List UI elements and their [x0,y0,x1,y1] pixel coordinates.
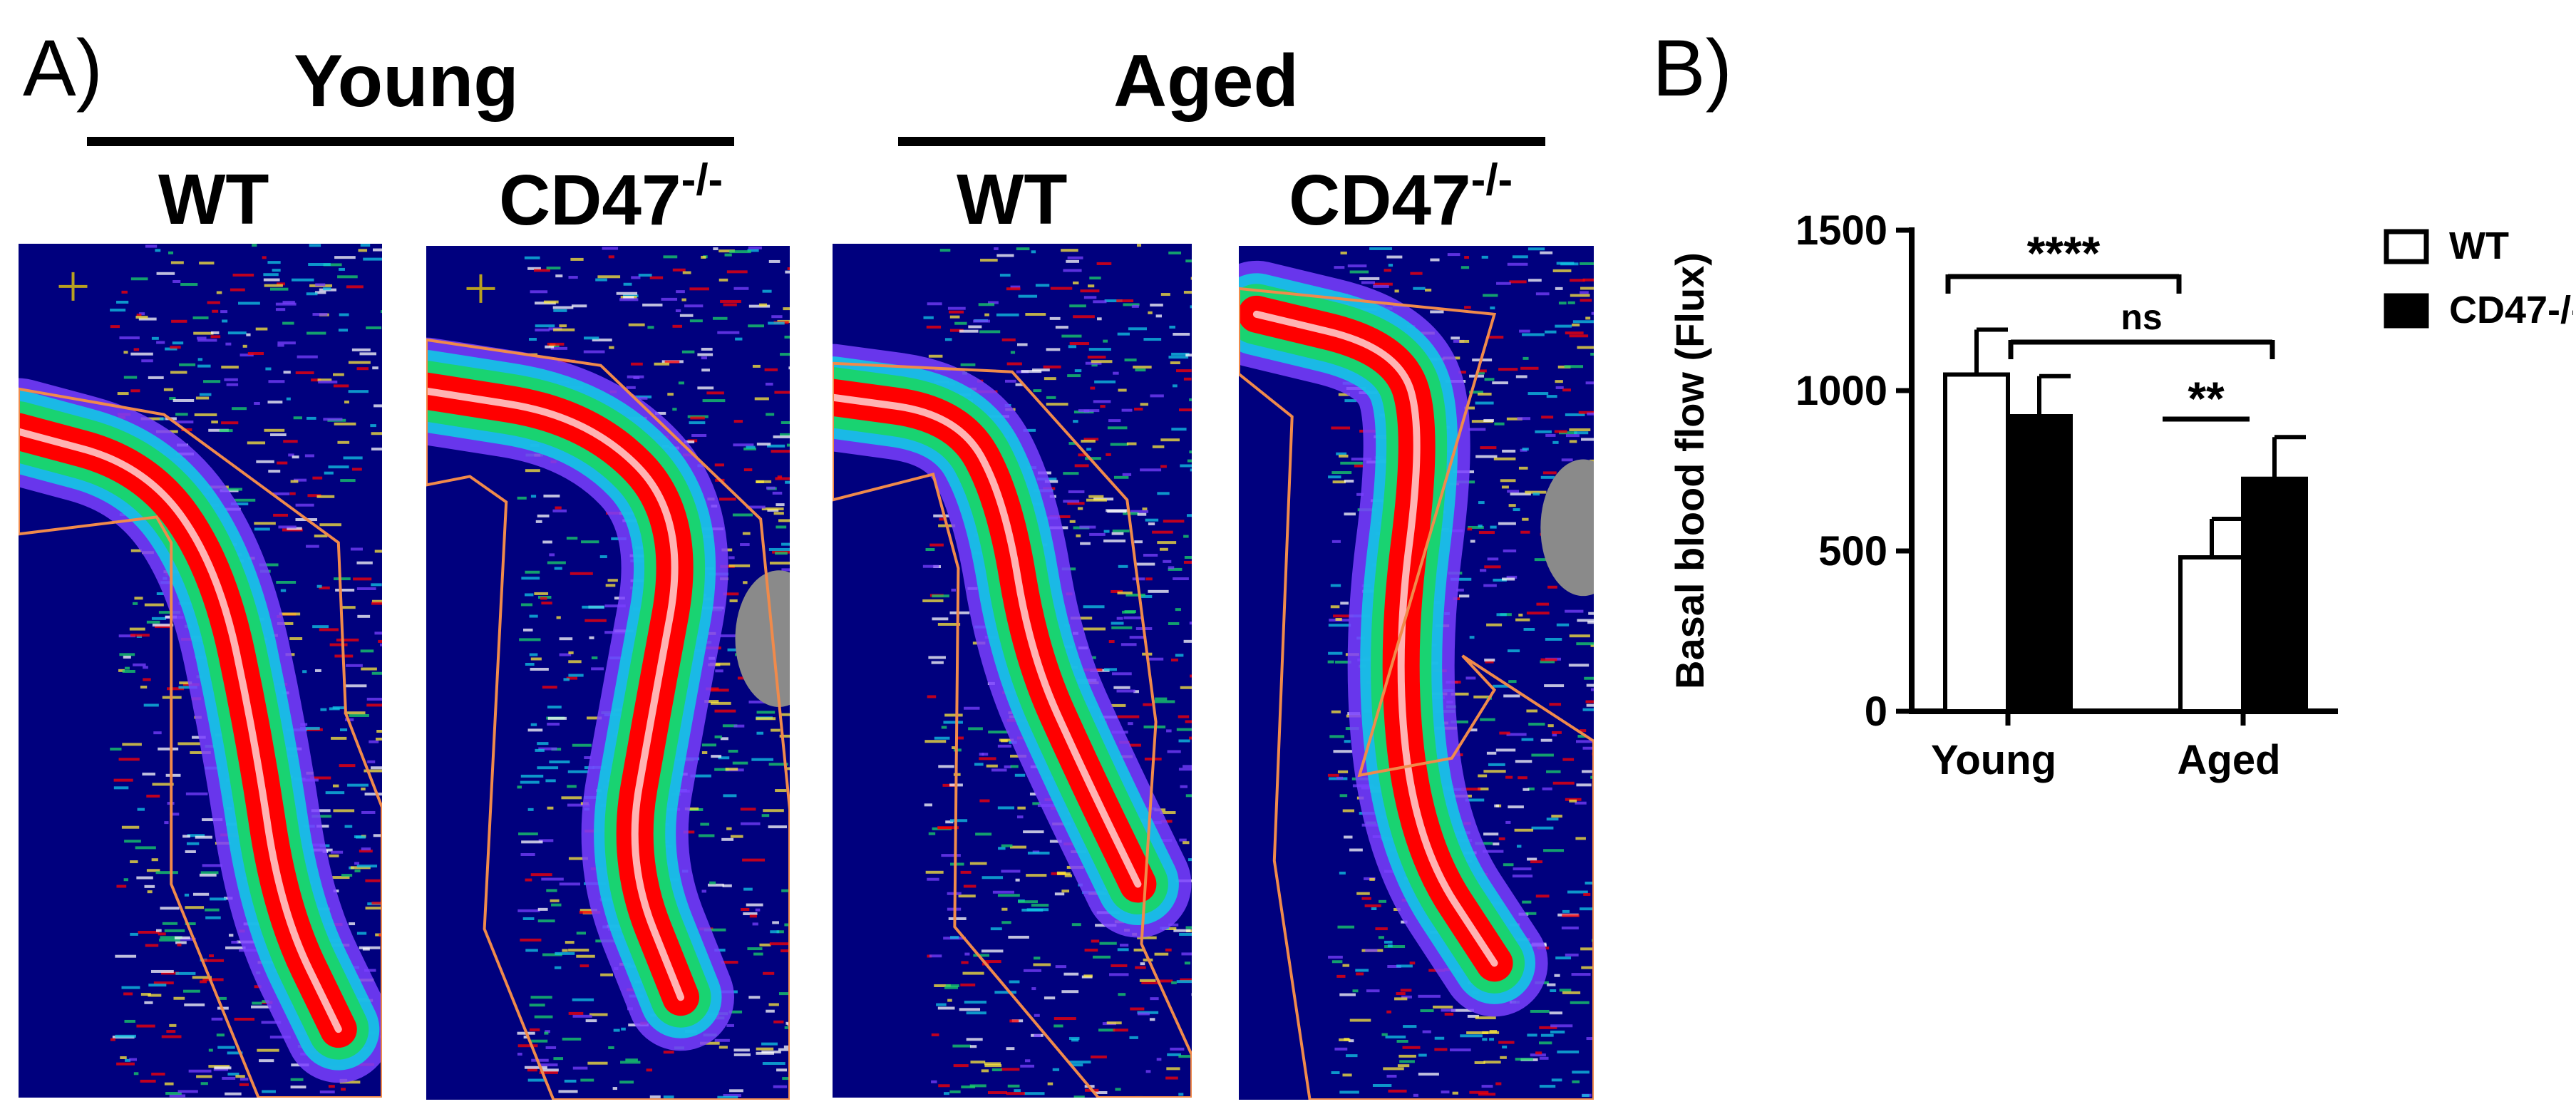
perfusion-map [426,246,790,1100]
bar-aged-cd47 [2241,476,2308,713]
legend-label-cd47: CD47-/- [2449,289,2573,331]
young-wt-label: WT [158,160,269,239]
panel-a-letter: A) [23,24,103,113]
legend-label-wt: WT [2449,225,2509,267]
perfusion-map [1239,247,1594,1100]
panel-b-letter: B) [1652,24,1732,113]
young-cd47-perfusion-image [426,246,790,1100]
bar-young-cd47 [2006,414,2073,713]
young-wt-perfusion-image [19,244,382,1098]
group-title-aged: Aged [1113,40,1299,123]
group-title-young: Young [294,40,519,123]
y-axis-label: Basal blood flow (Flux) [1667,252,1712,689]
significance-label: **** [2027,227,2101,279]
perfusion-map [833,244,1192,1098]
x-tick-label-aged: Aged [2178,737,2281,783]
legend-swatch-cd47 [2384,293,2429,329]
significance-label: ** [2188,372,2225,425]
young-group-bar [87,137,734,146]
bar-young-wt [1943,372,2010,713]
y-tick-label: 1000 [1796,368,1887,414]
young-cd47-label: CD47-/- [499,155,723,240]
aged-wt-perfusion-image [833,244,1192,1098]
perfusion-map [19,244,382,1098]
aged-cd47-perfusion-image [1239,246,1594,1100]
y-tick-label: 0 [1865,688,1887,735]
basal-blood-flow-chart: 0 500 1000 1500 Basal blood flow (Flux) Young… [1667,207,2573,783]
aged-group-bar [898,137,1545,146]
y-tick-label: 500 [1818,528,1887,574]
y-tick-label: 1500 [1796,207,1887,254]
aged-cd47-label: CD47-/- [1289,155,1513,240]
bar-aged-wt [2178,555,2245,713]
significance-label: ns [2121,297,2162,337]
aged-wt-label: WT [957,160,1068,239]
legend-swatch-wt [2384,229,2429,264]
x-tick-label-young: Young [1931,737,2056,783]
